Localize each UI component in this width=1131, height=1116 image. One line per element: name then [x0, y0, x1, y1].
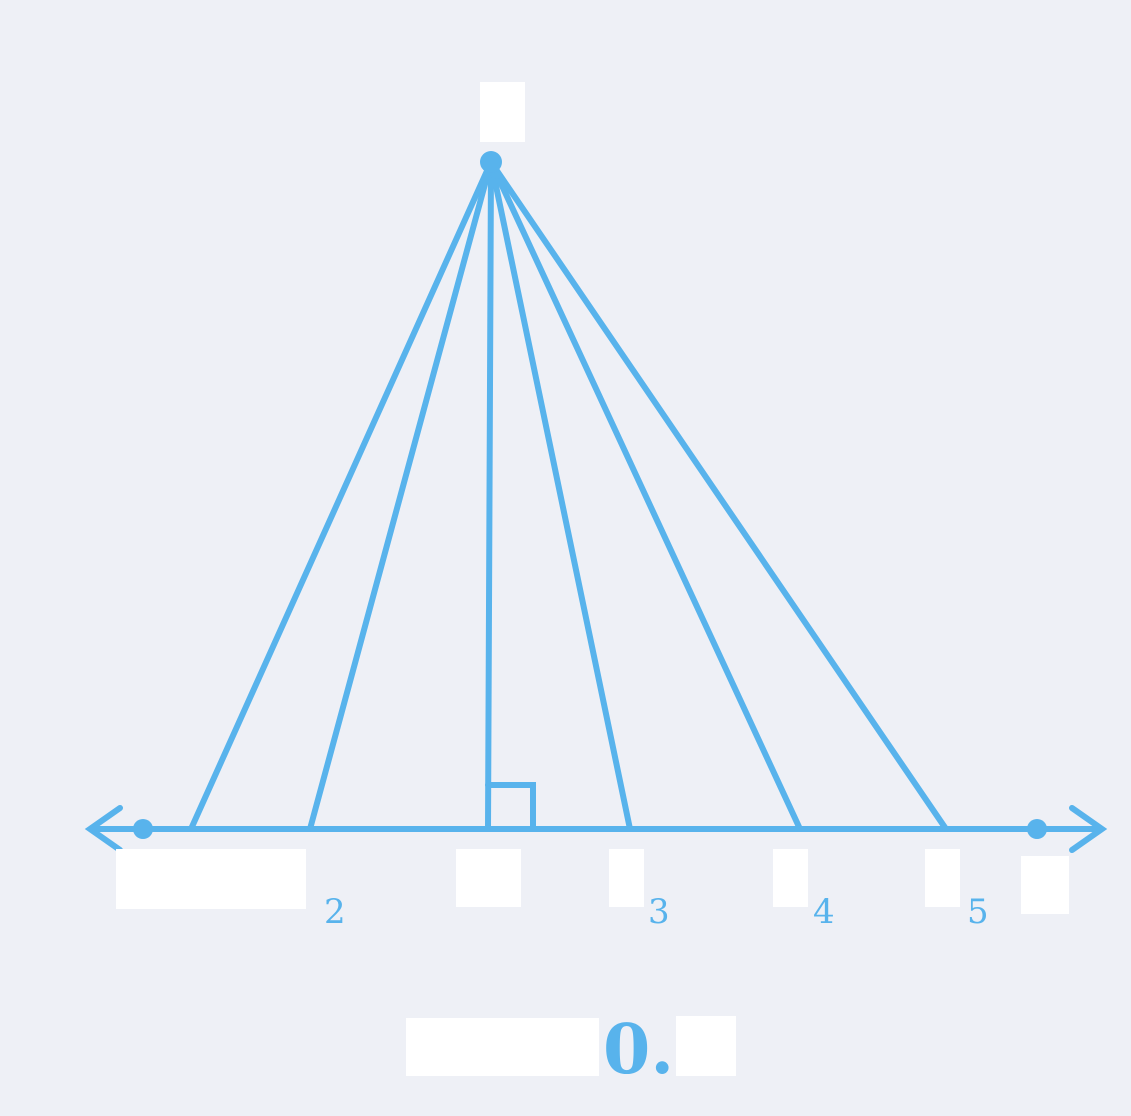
left-end-point [133, 819, 153, 839]
apex-label-mask [480, 82, 525, 142]
segment-5 [488, 159, 949, 832]
right-angle-marker [485, 782, 536, 832]
right-end-point [1027, 819, 1047, 839]
subscript-3: 3 [648, 892, 670, 932]
foot-label-mask [456, 849, 521, 907]
subscript-4: 4 [813, 892, 835, 932]
right-label-mask [1021, 856, 1069, 914]
apex-point [480, 151, 502, 173]
p5-label-mask [925, 849, 960, 907]
left-arrowhead [84, 805, 123, 853]
p4-label-mask [773, 849, 808, 907]
segment-1 [188, 159, 494, 832]
right-arrowhead [1069, 805, 1108, 853]
subscript-5: 5 [967, 892, 989, 932]
figure-caption: 0. [603, 1010, 674, 1090]
subscript-2: 2 [324, 892, 346, 932]
segment-2 [307, 159, 494, 832]
perpendicular-segment [485, 159, 494, 832]
caption-left-mask [406, 1018, 599, 1076]
segment-4 [488, 159, 803, 832]
caption-right-mask [676, 1016, 736, 1076]
p3-label-mask [609, 849, 644, 907]
segment-3 [488, 159, 633, 832]
left-labels-mask [116, 849, 306, 909]
